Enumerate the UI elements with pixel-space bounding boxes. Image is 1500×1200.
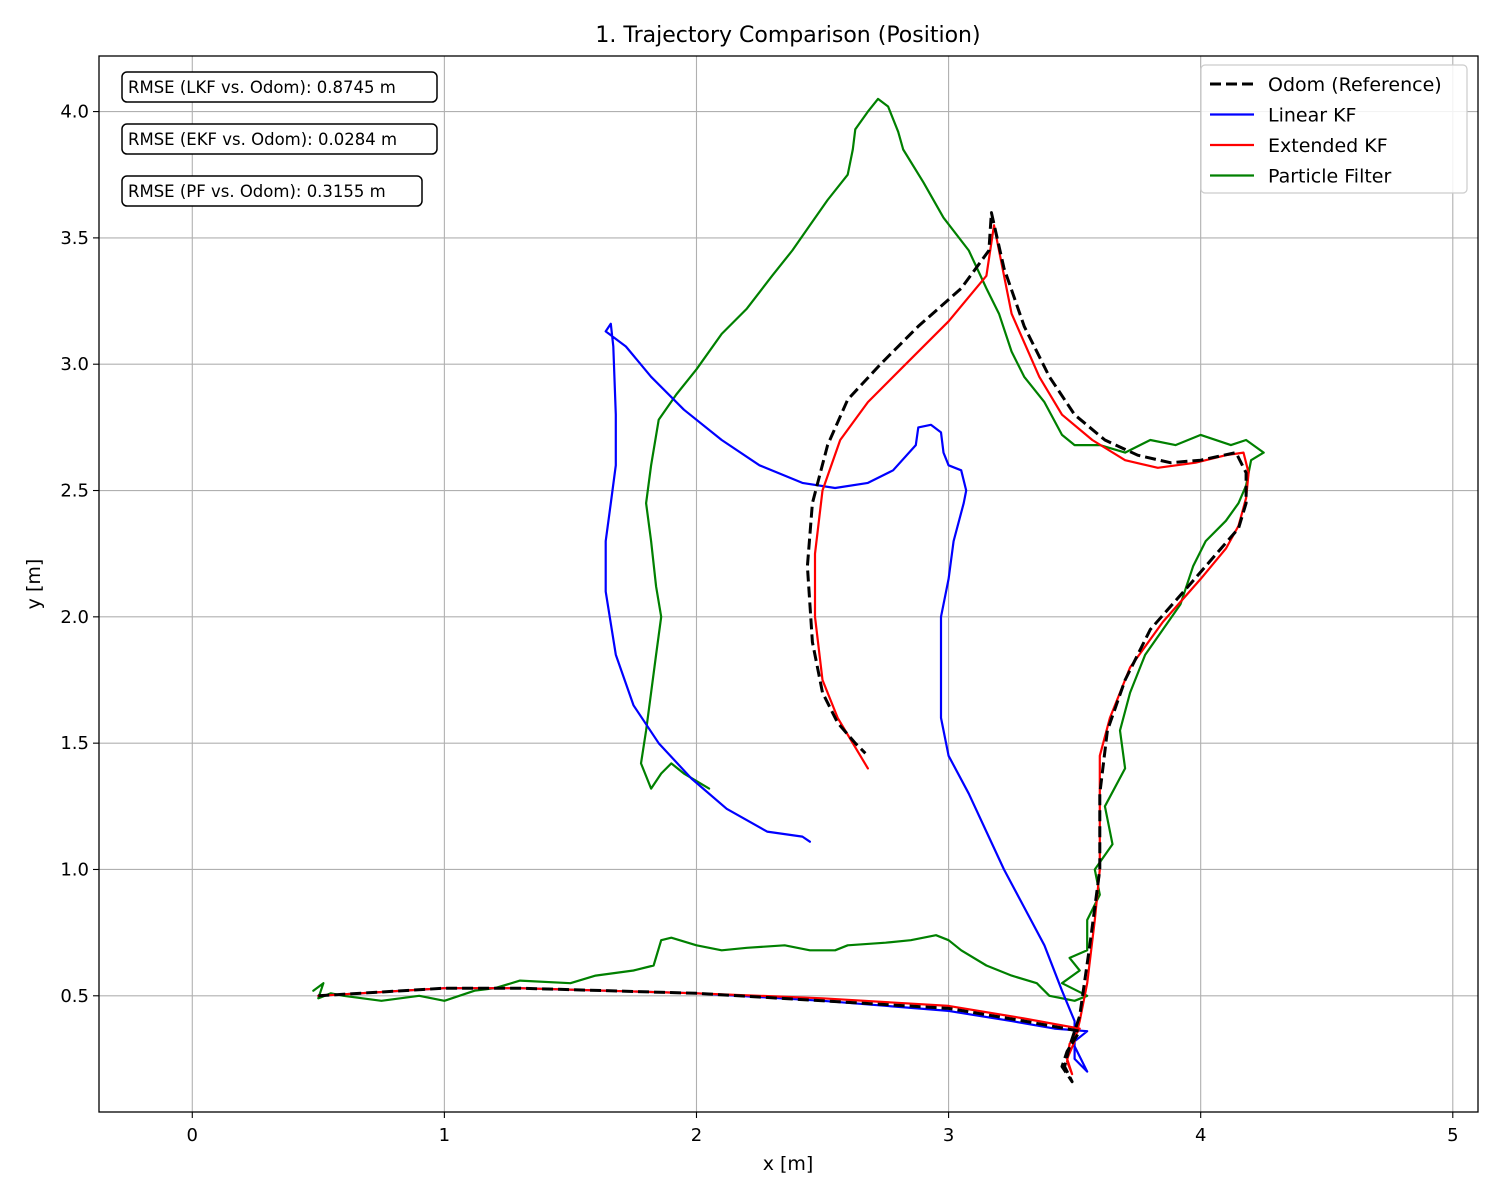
rmse-annotation-text: RMSE (LKF vs. Odom): 0.8745 m <box>128 78 396 97</box>
x-tick-label: 5 <box>1447 1125 1458 1146</box>
series-line-extended-kf <box>317 224 1250 1076</box>
y-axis-label: y [m] <box>23 559 45 610</box>
series-layer <box>312 97 1265 1084</box>
x-tick-label: 0 <box>187 1125 198 1146</box>
legend-box <box>1200 64 1468 194</box>
rmse-annotation-box <box>121 71 438 103</box>
y-tick-label: 0.5 <box>60 986 89 1007</box>
rmse-annotations: RMSE (LKF vs. Odom): 0.8745 m RMSE (EKF v… <box>121 71 438 207</box>
y-tick-label: 2.5 <box>60 481 89 502</box>
x-tick-label: 2 <box>691 1125 702 1146</box>
legend-label: Odom (Reference) <box>1268 74 1442 96</box>
rmse-annotation-text: RMSE (PF vs. Odom): 0.3155 m <box>128 182 386 201</box>
y-tick-label: 2.0 <box>60 607 89 628</box>
y-tick-label: 1.5 <box>60 733 89 754</box>
y-tick-label: 3.5 <box>60 228 89 249</box>
chart-title: 1. Trajectory Comparison (Position) <box>595 23 980 48</box>
x-axis-label: x [m] <box>763 1153 814 1175</box>
tick-layer: 0 1 2 3 4 5 0.5 1.0 1.5 2.0 2.5 3.0 3.5 4.0 <box>60 102 1458 1146</box>
legend-label: Extended KF <box>1268 135 1388 157</box>
x-tick-label: 3 <box>943 1125 954 1146</box>
y-tick-label: 4.0 <box>60 102 89 123</box>
plot-frame <box>98 55 1479 1113</box>
x-tick-label: 1 <box>439 1125 450 1146</box>
rmse-annotation-box <box>121 175 423 207</box>
legend-label: Particle Filter <box>1268 166 1391 188</box>
rmse-annotation-box <box>121 123 438 155</box>
legend: Odom (Reference) Linear KF Extended KF Part… <box>1200 64 1468 194</box>
series-line-linear-kf <box>317 322 1089 1073</box>
series-line-particle-filter <box>312 97 1265 1002</box>
y-tick-label: 3.0 <box>60 354 89 375</box>
y-tick-label: 1.0 <box>60 859 89 880</box>
x-tick-label: 4 <box>1195 1125 1206 1146</box>
legend-label: Linear KF <box>1268 105 1356 127</box>
series-line-odom-reference <box>318 211 1248 1084</box>
rmse-annotation-text: RMSE (EKF vs. Odom): 0.0284 m <box>128 130 397 149</box>
grid-lines <box>99 56 1478 1112</box>
